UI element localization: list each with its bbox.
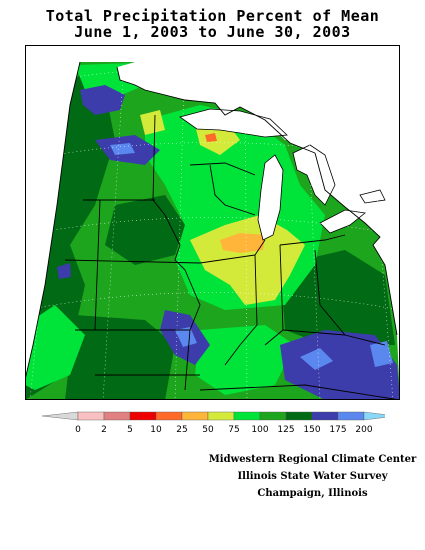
red-orange-spot [205, 133, 217, 142]
legend-swatch [363, 411, 397, 421]
legend-swatch [77, 411, 105, 421]
legend-tick-label: 200 [355, 425, 372, 435]
legend-swatch [155, 411, 183, 421]
legend-tick-label: 75 [228, 425, 239, 435]
legend-tick-label: 25 [176, 425, 187, 435]
legend-tick-label: 125 [277, 425, 294, 435]
dark-blue-zone-north [80, 85, 125, 115]
credit-line-1: Midwestern Regional Climate Center [208, 454, 417, 465]
title-line-1: Total Precipitation Percent of Mean [45, 7, 380, 25]
legend-swatch [311, 411, 339, 421]
legend-tick-label: 50 [202, 425, 214, 435]
dark-green-zone-east [280, 250, 395, 345]
bright-green-zone-southwest [25, 305, 85, 390]
yellow-green-zone-mid [140, 110, 165, 135]
legend-swatch [103, 411, 131, 421]
legend-tick-label: 100 [251, 425, 268, 435]
legend-swatch [337, 411, 365, 421]
light-blue-zone-southeast [300, 348, 333, 370]
legend-swatch [181, 411, 209, 421]
legend-tick-label: 10 [150, 425, 162, 435]
legend-tick-label: 2 [101, 425, 107, 435]
legend-swatch [207, 411, 235, 421]
legend-tick-label: 150 [303, 425, 320, 435]
dark-blue-spot-west [57, 263, 71, 279]
map-border [25, 45, 400, 400]
light-blue-zone-east [370, 341, 393, 367]
light-blue-zone-south [175, 327, 197, 347]
orange-zone [220, 233, 265, 253]
title-line-2: June 1, 2003 to June 30, 2003 [74, 23, 351, 41]
legend-tick-label: 175 [329, 425, 346, 435]
legend-swatch [285, 411, 313, 421]
credits-block: Midwestern Regional Climate Center Illin… [200, 451, 425, 502]
dark-blue-zone-southeast [280, 330, 400, 400]
lake-huron [292, 144, 336, 206]
map-title: Total Precipitation Percent of Mean June… [0, 8, 425, 40]
dark-green-zone-center [105, 195, 185, 265]
legend-swatch [41, 411, 79, 421]
yellow-green-zone-main [190, 215, 305, 305]
lake-ontario [359, 189, 386, 204]
graticule [24, 44, 401, 401]
legend-swatch [259, 411, 287, 421]
map-canvas [24, 44, 401, 401]
legend-swatch [233, 411, 261, 421]
state-boundaries [24, 61, 401, 401]
color-legend: 0 2 5 10 25 50 75 100 125 150 175 200 [40, 410, 397, 440]
legend-tick-label: 0 [75, 425, 81, 435]
credit-line-3: Champaign, Illinois [257, 488, 368, 499]
bright-green-zone-south [195, 325, 295, 395]
legend-swatch [129, 411, 157, 421]
no-data-north [120, 63, 365, 165]
lake-erie [319, 209, 366, 234]
precipitation-map [24, 44, 401, 401]
credit-line-2: Illinois State Water Survey [237, 471, 388, 482]
lake-superior [179, 108, 288, 138]
legend-tick-label: 5 [127, 425, 133, 435]
dark-green-zone-south [65, 315, 175, 400]
legend-bar: 0 2 5 10 25 50 75 100 125 150 175 200 [41, 411, 397, 435]
